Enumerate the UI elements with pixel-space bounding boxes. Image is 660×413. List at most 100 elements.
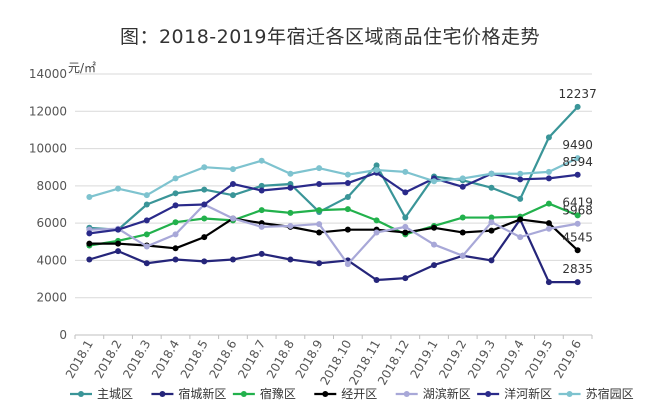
data-point xyxy=(229,256,236,263)
y-axis-unit-label: 元/㎡ xyxy=(68,61,97,75)
data-point xyxy=(316,207,323,214)
data-point xyxy=(431,241,438,248)
data-point xyxy=(344,206,351,213)
data-point xyxy=(431,178,438,185)
data-point xyxy=(373,167,380,174)
data-point xyxy=(316,221,323,228)
end-value-label: 2835 xyxy=(562,262,593,276)
data-point xyxy=(517,216,524,223)
data-point xyxy=(258,250,265,257)
end-value-label: 5968 xyxy=(562,204,593,218)
data-point xyxy=(517,195,524,202)
legend-label: 苏宿园区 xyxy=(586,386,634,401)
series-line xyxy=(89,106,579,231)
data-point xyxy=(287,184,294,191)
data-point xyxy=(258,223,265,230)
series-line xyxy=(89,157,579,199)
legend-label: 湖滨新区 xyxy=(423,386,471,401)
y-tick-label: 8000 xyxy=(36,179,67,193)
data-point xyxy=(402,229,409,236)
data-point xyxy=(344,194,351,201)
data-point xyxy=(201,215,208,222)
end-value-label: 12237 xyxy=(559,87,597,101)
data-point xyxy=(459,183,466,190)
legend-label: 主城区 xyxy=(97,387,133,401)
data-point xyxy=(545,175,552,182)
data-point xyxy=(316,165,323,172)
data-point xyxy=(316,180,323,187)
end-value-label: 9490 xyxy=(562,138,593,152)
data-point xyxy=(258,187,265,194)
data-point xyxy=(172,202,179,209)
data-point xyxy=(459,252,466,259)
data-point xyxy=(344,171,351,178)
data-point xyxy=(86,230,93,237)
series-line xyxy=(89,171,578,235)
end-value-label: 6419 xyxy=(562,195,593,209)
legend-swatch-marker xyxy=(566,391,573,397)
data-point xyxy=(517,176,524,183)
data-point xyxy=(172,175,179,182)
data-point xyxy=(143,243,150,250)
y-tick-label: 12000 xyxy=(29,104,67,118)
data-point xyxy=(488,170,495,177)
data-point xyxy=(402,168,409,175)
data-point xyxy=(115,226,122,233)
x-tick-label: 2019.6 xyxy=(551,338,584,381)
data-point xyxy=(172,256,179,263)
legend-label: 宿城新区 xyxy=(178,386,226,401)
data-point xyxy=(402,189,409,196)
data-point xyxy=(143,260,150,267)
data-point xyxy=(488,257,495,264)
data-point xyxy=(373,217,380,224)
data-point xyxy=(316,229,323,236)
data-point xyxy=(316,260,323,267)
legend-swatch-marker xyxy=(78,391,84,397)
data-point xyxy=(574,279,581,286)
data-point xyxy=(172,190,179,197)
data-point xyxy=(574,212,581,219)
data-point xyxy=(344,180,351,187)
data-point xyxy=(488,219,495,226)
data-point xyxy=(258,182,265,189)
data-point xyxy=(517,170,524,177)
data-point xyxy=(201,164,208,171)
data-point xyxy=(201,186,208,193)
data-point xyxy=(574,103,581,110)
data-point xyxy=(201,201,208,208)
data-point xyxy=(402,275,409,282)
data-point xyxy=(459,175,466,182)
y-tick-label: 4000 xyxy=(36,253,67,267)
legend-swatch-marker xyxy=(485,391,492,397)
grid-lines xyxy=(75,73,592,299)
data-point xyxy=(431,224,438,231)
data-point xyxy=(143,192,150,199)
legend: 主城区 宿城新区 宿豫区 经开区 湖滨新区 洋河新区 苏宿园区 xyxy=(70,386,634,401)
end-value-label: 4545 xyxy=(562,230,593,244)
y-tick-label: 10000 xyxy=(29,142,67,156)
data-point xyxy=(373,162,380,169)
end-value-label: 8594 xyxy=(562,155,593,169)
data-point xyxy=(172,219,179,226)
data-point xyxy=(287,222,294,229)
series-line xyxy=(89,202,579,247)
data-point xyxy=(258,207,265,214)
data-point xyxy=(459,229,466,236)
data-point xyxy=(545,220,552,227)
data-point xyxy=(488,184,495,191)
data-point xyxy=(402,223,409,230)
data-point xyxy=(86,194,93,201)
data-point xyxy=(229,180,236,187)
data-point xyxy=(574,247,581,254)
data-point xyxy=(143,231,150,238)
data-point xyxy=(545,279,552,286)
data-point xyxy=(201,258,208,265)
series-lines xyxy=(86,103,581,286)
data-point xyxy=(574,171,581,178)
data-point xyxy=(229,192,236,199)
data-point xyxy=(86,256,93,263)
legend-swatch-marker xyxy=(159,391,166,397)
data-point xyxy=(287,170,294,177)
